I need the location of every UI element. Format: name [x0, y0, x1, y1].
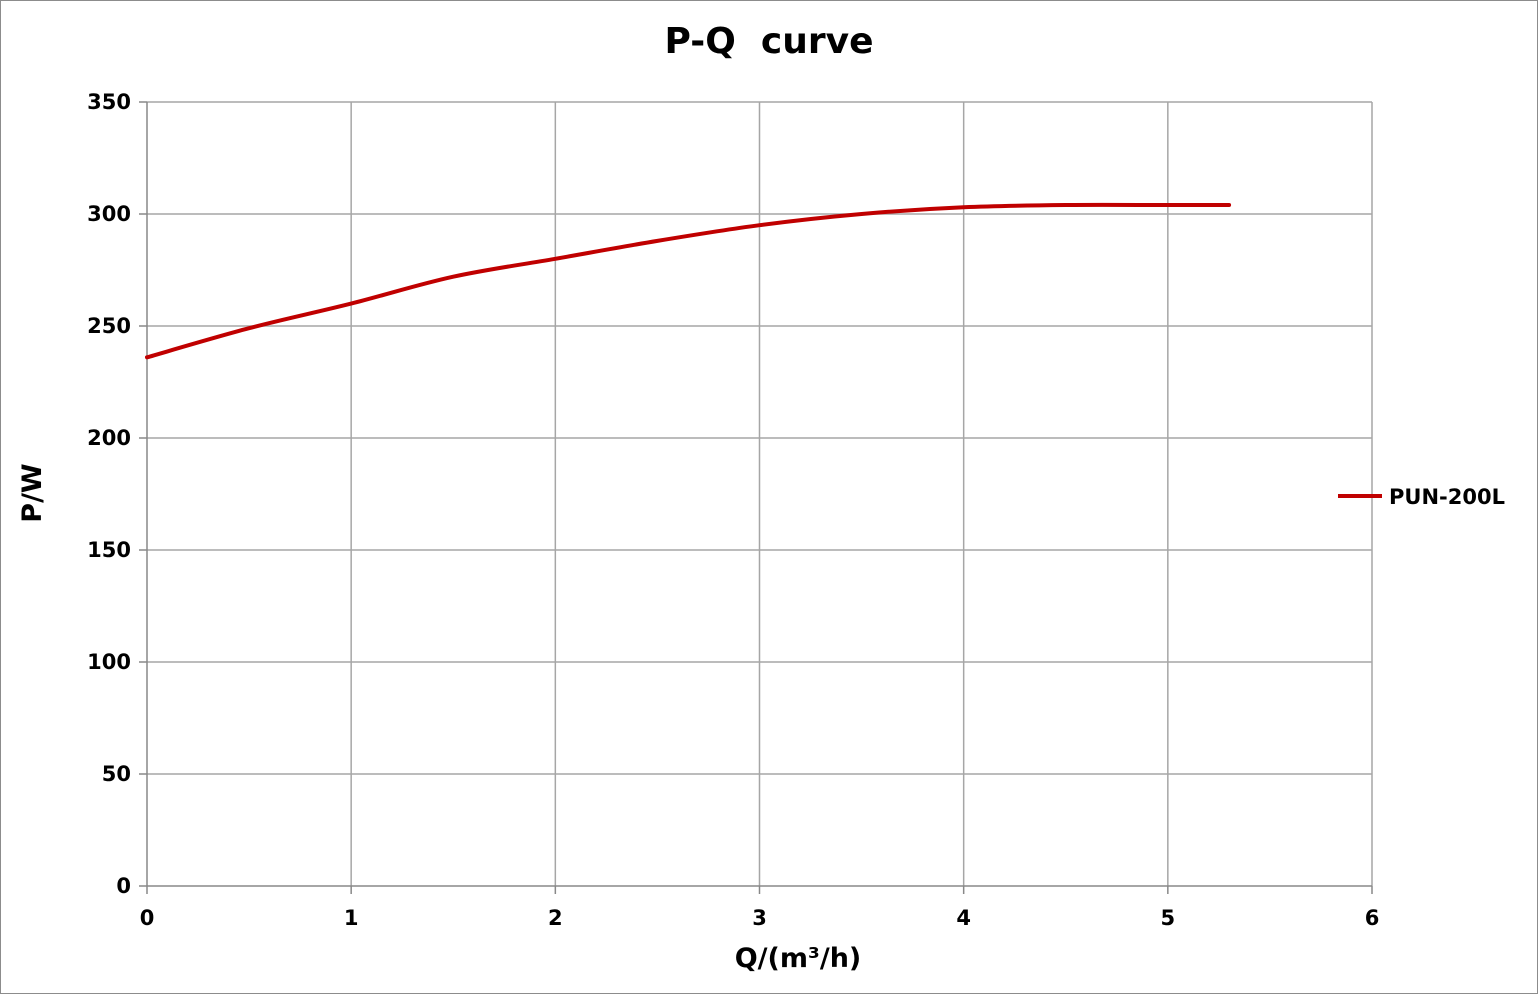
y-tick-label: 150	[87, 538, 131, 562]
grid-layer	[147, 101, 1373, 886]
chart-title: P-Q curve	[665, 21, 874, 62]
y-tick-label: 350	[87, 90, 131, 114]
x-tick-label: 5	[1161, 906, 1176, 930]
x-axis-label: Q/(m³/h)	[735, 943, 862, 974]
y-tick-label: 250	[87, 314, 131, 338]
series-line-pun-200l	[145, 202, 1232, 360]
y-tick-label: 100	[87, 650, 131, 674]
y-tick-label: 300	[87, 202, 131, 226]
y-tick-label: 200	[87, 426, 131, 450]
x-tick-label: 0	[140, 906, 155, 930]
x-tick-label: 4	[956, 906, 971, 930]
series-layer	[145, 202, 1232, 360]
labels-layer: P-Q curve Q/(m³/h) P/W 05010015020025030…	[17, 21, 1379, 974]
x-tick-label: 2	[548, 906, 563, 930]
x-tick-label: 3	[752, 906, 767, 930]
x-tick-label: 1	[344, 906, 359, 930]
legend-label-pun-200l: PUN-200L	[1389, 485, 1505, 509]
y-tick-label: 50	[102, 762, 131, 786]
legend: PUN-200L	[1338, 485, 1505, 509]
y-tick-label: 0	[116, 874, 131, 898]
x-tick-label: 6	[1365, 906, 1380, 930]
y-axis-label: P/W	[17, 463, 48, 522]
axes-layer	[139, 101, 1373, 894]
